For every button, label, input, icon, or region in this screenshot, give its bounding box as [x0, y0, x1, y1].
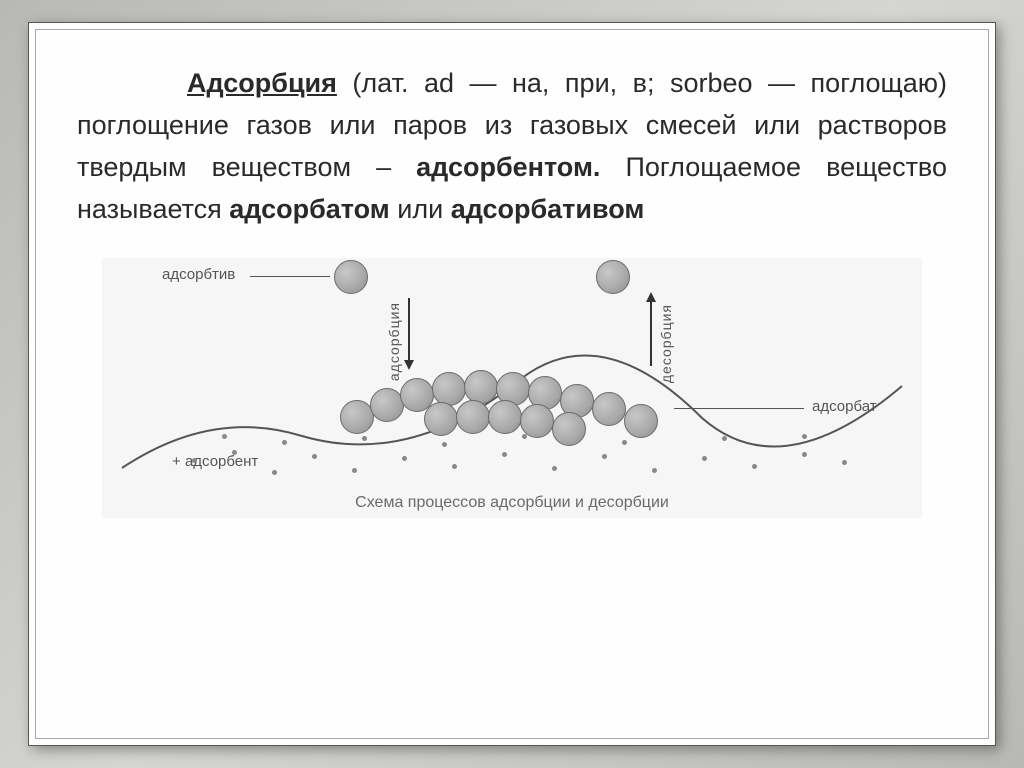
definition-paragraph: Адсорбция (лат. ad — на, при, в; sorbeo … [77, 63, 947, 230]
label-adsorbent: + адсорбент [172, 453, 258, 470]
bold-adsorbat: адсорбатом [229, 194, 389, 224]
leader-line [674, 408, 804, 409]
arrowhead-down-icon [404, 360, 414, 370]
bold-adsorbativ: адсорбативом [451, 194, 645, 224]
bold-adsorbent: адсорбентом. [416, 152, 600, 182]
label-adsorbat: адсорбат [812, 398, 877, 415]
diagram-caption: Схема процессов адсорбции и десорбции [102, 494, 922, 512]
slide-frame: Адсорбция (лат. ad — на, при, в; sorbeo … [28, 22, 996, 746]
leader-line [250, 276, 330, 277]
label-adsorption: адсорбция [386, 302, 402, 381]
label-adsorbtiv: адсорбтив [162, 266, 235, 283]
arrowhead-up-icon [646, 292, 656, 302]
label-desorption: десорбция [658, 304, 674, 383]
desorption-arrow [650, 300, 652, 366]
diagram-container: адсорбтив адсорбция десорбция адсорбат +… [77, 258, 947, 715]
text-seg3: или [390, 194, 451, 224]
adsorption-diagram: адсорбтив адсорбция десорбция адсорбат +… [102, 258, 922, 518]
term-adsorption: Адсорбция [187, 68, 337, 98]
adsorption-arrow [408, 298, 410, 362]
